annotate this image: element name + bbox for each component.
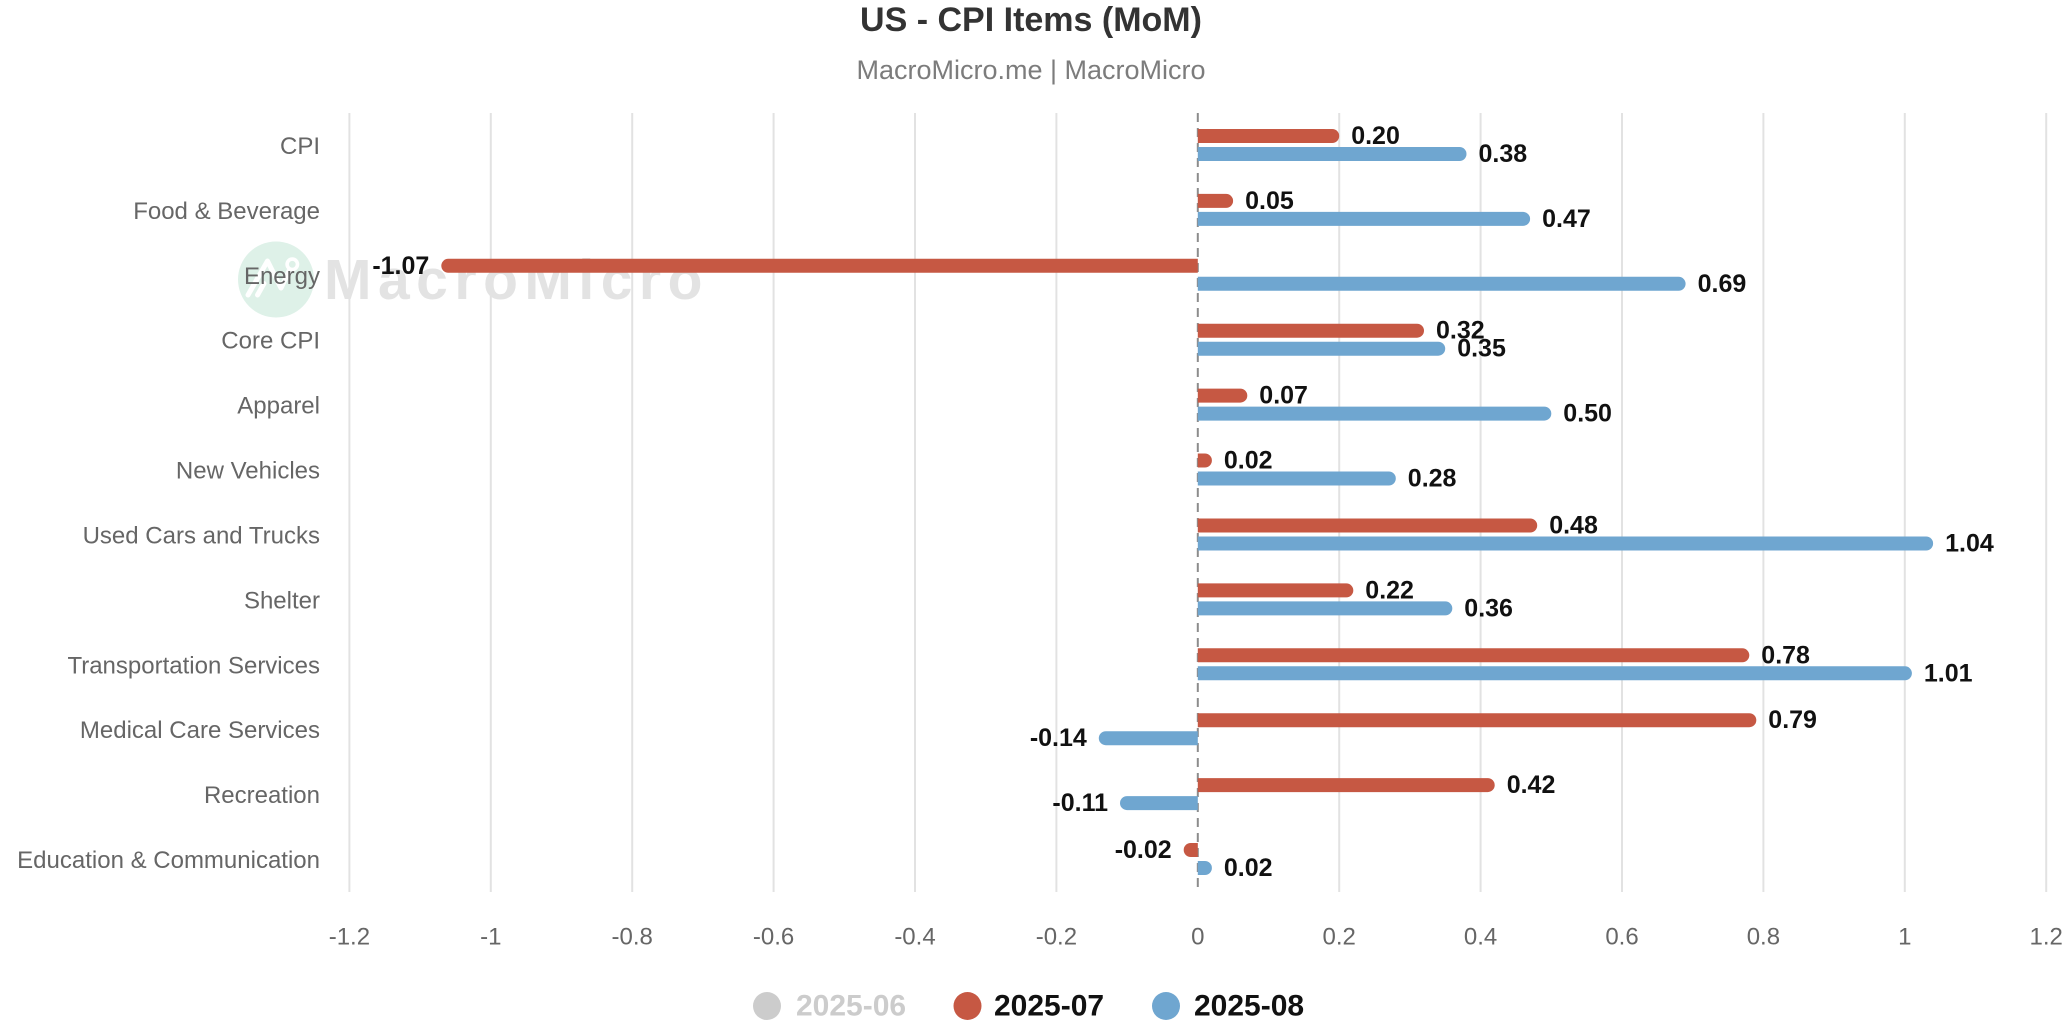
svg-text:Transportation Services: Transportation Services [67,652,320,679]
svg-text:Food & Beverage: Food & Beverage [133,198,320,225]
svg-text:-1.2: -1.2 [329,924,370,951]
svg-text:US - CPI Items (MoM): US - CPI Items (MoM) [860,1,1202,39]
svg-text:0.07: 0.07 [1259,382,1308,410]
svg-text:0: 0 [1191,924,1204,951]
svg-text:1.01: 1.01 [1924,659,1973,687]
svg-text:0.69: 0.69 [1698,270,1747,298]
svg-text:0.42: 0.42 [1507,771,1556,799]
svg-text:Energy: Energy [244,263,320,290]
svg-text:Shelter: Shelter [244,587,320,614]
svg-text:Education & Communication: Education & Communication [17,847,320,874]
svg-text:-1: -1 [480,924,501,951]
svg-text:0.50: 0.50 [1563,400,1612,428]
svg-text:0.48: 0.48 [1549,512,1598,540]
svg-text:0.2: 0.2 [1323,924,1356,951]
svg-text:0.8: 0.8 [1747,924,1780,951]
svg-text:0.35: 0.35 [1457,335,1506,363]
svg-text:MacroMicro.me | MacroMicro: MacroMicro.me | MacroMicro [856,55,1205,85]
svg-text:-0.11: -0.11 [1052,789,1108,817]
svg-text:-0.14: -0.14 [1030,724,1087,752]
svg-text:Apparel: Apparel [237,393,320,420]
svg-text:Recreation: Recreation [204,782,320,809]
svg-text:0.78: 0.78 [1761,641,1810,669]
svg-text:0.28: 0.28 [1408,465,1457,493]
svg-text:0.05: 0.05 [1245,187,1294,215]
svg-text:0.22: 0.22 [1365,576,1414,604]
svg-text:0.47: 0.47 [1542,205,1591,233]
svg-text:CPI: CPI [280,133,320,160]
svg-text:0.79: 0.79 [1768,706,1817,734]
svg-text:-0.8: -0.8 [612,924,653,951]
svg-text:Used Cars and Trucks: Used Cars and Trucks [83,523,320,550]
svg-text:2025-06: 2025-06 [796,990,906,1023]
svg-text:-1.07: -1.07 [372,252,429,280]
svg-text:0.02: 0.02 [1224,854,1273,882]
svg-text:1: 1 [1898,924,1911,951]
svg-text:0.36: 0.36 [1464,594,1513,622]
svg-text:1.04: 1.04 [1945,530,1994,558]
svg-text:0.20: 0.20 [1351,122,1400,150]
svg-text:0.02: 0.02 [1224,447,1273,475]
svg-text:-0.02: -0.02 [1115,836,1172,864]
svg-text:New Vehicles: New Vehicles [176,458,320,485]
svg-text:0.6: 0.6 [1605,924,1638,951]
svg-text:-0.2: -0.2 [1036,924,1077,951]
svg-text:MacroMicro: MacroMicro [324,248,709,312]
svg-text:2025-08: 2025-08 [1194,990,1304,1023]
svg-text:Medical Care Services: Medical Care Services [80,717,320,744]
svg-text:1.2: 1.2 [2030,924,2063,951]
svg-text:-0.6: -0.6 [753,924,794,951]
svg-text:Core CPI: Core CPI [221,328,320,355]
svg-text:2025-07: 2025-07 [994,990,1104,1023]
svg-text:0.32: 0.32 [1436,317,1485,345]
svg-text:-0.4: -0.4 [894,924,935,951]
svg-text:0.38: 0.38 [1479,140,1528,168]
svg-text:0.4: 0.4 [1464,924,1497,951]
